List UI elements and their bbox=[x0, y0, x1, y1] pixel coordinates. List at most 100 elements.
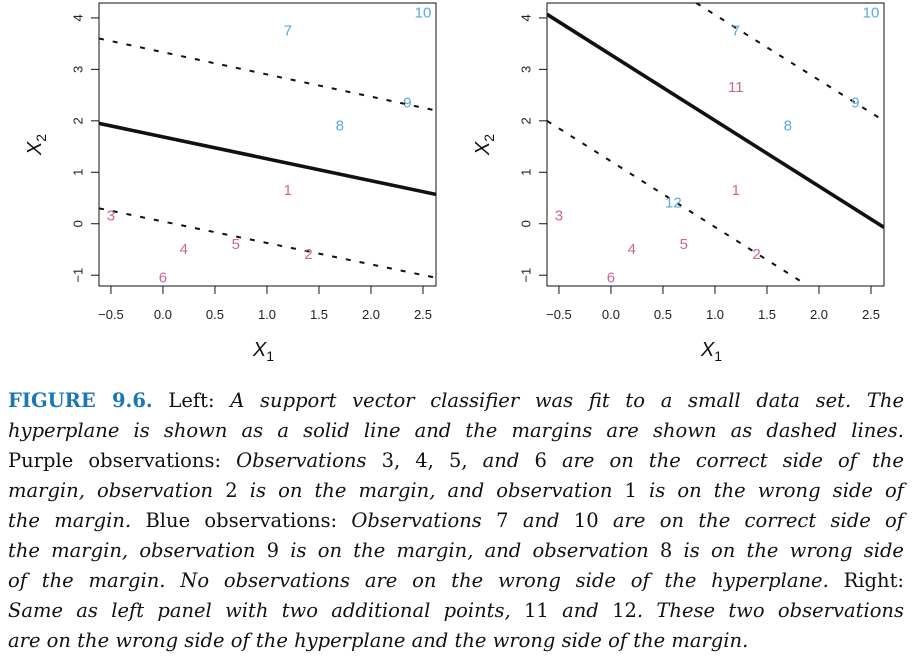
caption-text: 1 bbox=[624, 479, 650, 502]
observation-1: 1 bbox=[732, 182, 740, 199]
observation-6: 6 bbox=[159, 269, 167, 286]
observation-7: 7 bbox=[732, 22, 740, 39]
x-axis-label: X1 bbox=[700, 339, 722, 364]
caption-text: of the margin. No observations are on th… bbox=[8, 569, 829, 592]
observation-9: 9 bbox=[403, 94, 411, 111]
observation-10: 10 bbox=[415, 4, 432, 21]
caption-text: Same as left panel with two additional p… bbox=[8, 599, 524, 622]
caption-text: and bbox=[562, 599, 613, 622]
observation-4: 4 bbox=[628, 241, 636, 258]
observation-4: 4 bbox=[180, 241, 188, 258]
caption-line: Purple observations: Observations 3, 4, … bbox=[8, 446, 904, 476]
x-tick-label: 0.5 bbox=[654, 307, 672, 322]
hyperplane-line bbox=[99, 121, 436, 197]
caption-text: 3, 4, 5, bbox=[381, 449, 483, 472]
x-tick-label: 2.5 bbox=[414, 307, 432, 322]
y-tick-label: −1 bbox=[71, 268, 86, 283]
y-tick-label: −1 bbox=[519, 268, 534, 283]
caption-text: is on the margin, and observation bbox=[249, 479, 625, 502]
x-axis-label: X1 bbox=[252, 339, 274, 364]
observation-2: 2 bbox=[752, 246, 760, 263]
observation-11: 11 bbox=[728, 79, 744, 96]
caption-text: Observations bbox=[236, 449, 382, 472]
observation-9: 9 bbox=[851, 94, 859, 111]
caption-text: the margin, observation bbox=[8, 539, 267, 562]
caption-text: 8 bbox=[659, 539, 684, 562]
figure-number: FIGURE 9.6. bbox=[8, 389, 153, 412]
y-tick-label: 4 bbox=[71, 14, 86, 21]
caption-line: margin, observation 2 is on the margin, … bbox=[8, 476, 904, 506]
caption-text: are on the wrong side of the hyperplane … bbox=[8, 629, 749, 652]
observation-10: 10 bbox=[863, 4, 880, 21]
observation-6: 6 bbox=[607, 269, 615, 286]
x-tick-label: −0.5 bbox=[98, 307, 124, 322]
x-tick-label: 0.0 bbox=[602, 307, 620, 322]
caption-text: are on the correct side of the bbox=[561, 449, 904, 472]
observation-3: 3 bbox=[555, 208, 563, 225]
observation-5: 5 bbox=[680, 236, 688, 253]
caption-text: hyperplane is shown as a solid line and … bbox=[8, 419, 904, 442]
caption-line: Same as left panel with two additional p… bbox=[8, 596, 904, 626]
caption-text: A support vector classifier was fit to a… bbox=[230, 389, 904, 412]
caption-line: hyperplane is shown as a solid line and … bbox=[8, 416, 904, 446]
caption-text: is on the wrong side of bbox=[649, 479, 905, 502]
x-tick-label: 1.5 bbox=[310, 307, 328, 322]
plot-frame bbox=[546, 2, 885, 287]
panel-left: −0.5 0.0 0.5 1.0 1.5 2.0 2.5 −1 0 1 2 3 4 X1 X2 1 2 3 4 5 6 7… bbox=[24, 2, 437, 364]
x-tick-label: 0.5 bbox=[206, 307, 224, 322]
caption-text: Observations bbox=[351, 509, 497, 532]
y-tick-label: 2 bbox=[71, 117, 86, 124]
observation-8: 8 bbox=[784, 117, 792, 134]
y-tick-label: 1 bbox=[71, 169, 86, 176]
caption-line: are on the wrong side of the hyperplane … bbox=[8, 626, 904, 656]
observation-5: 5 bbox=[232, 236, 240, 253]
caption-text: . These two observations bbox=[636, 599, 904, 622]
x-tick-label: 1.0 bbox=[706, 307, 724, 322]
y-tick-label: 4 bbox=[519, 14, 534, 21]
observation-12: 12 bbox=[665, 195, 682, 212]
caption-text: 2 bbox=[225, 479, 250, 502]
x-tick-label: 0.0 bbox=[154, 307, 172, 322]
x-tick-label: 2.5 bbox=[862, 307, 880, 322]
y-tick-label: 3 bbox=[71, 66, 86, 73]
margin-lower-line bbox=[547, 119, 804, 284]
figure-caption: FIGURE 9.6. Left: A support vector class… bbox=[8, 386, 904, 656]
x-tick-label: 1.0 bbox=[258, 307, 276, 322]
caption-text: Right: bbox=[828, 569, 904, 592]
x-tick-label: 2.0 bbox=[810, 307, 828, 322]
hyperplane-line bbox=[547, 12, 884, 229]
x-tick-label: 2.0 bbox=[362, 307, 380, 322]
caption-line: FIGURE 9.6. Left: A support vector class… bbox=[8, 386, 904, 416]
caption-text: is on the wrong side bbox=[683, 539, 904, 562]
observation-8: 8 bbox=[336, 117, 344, 134]
caption-text: is on the margin, and observation bbox=[290, 539, 660, 562]
observation-7: 7 bbox=[284, 22, 292, 39]
margin-lower-line bbox=[99, 207, 436, 279]
y-tick-label: 0 bbox=[519, 220, 534, 227]
caption-text: 11 bbox=[523, 599, 563, 622]
caption-text: 12 bbox=[612, 599, 637, 622]
caption-line: the margin. Blue observations: Observati… bbox=[8, 506, 904, 536]
caption-text: and bbox=[522, 509, 574, 532]
y-axis-label: X2 bbox=[24, 134, 49, 156]
caption-text: 9 bbox=[266, 539, 291, 562]
caption-text: Purple observations: bbox=[8, 449, 237, 472]
caption-text: Left: bbox=[152, 389, 231, 412]
x-tick-label: −0.5 bbox=[546, 307, 572, 322]
y-tick-label: 3 bbox=[519, 66, 534, 73]
caption-text: 6 bbox=[534, 449, 562, 472]
y-tick-label: 0 bbox=[71, 220, 86, 227]
caption-line: the margin, observation 9 is on the marg… bbox=[8, 536, 904, 566]
y-tick-label: 1 bbox=[519, 169, 534, 176]
caption-line: of the margin. No observations are on th… bbox=[8, 566, 904, 596]
margin-upper-line bbox=[695, 3, 884, 122]
caption-text: 7 bbox=[496, 509, 523, 532]
y-axis-label: X2 bbox=[472, 134, 497, 156]
caption-text: 10 bbox=[573, 509, 613, 532]
margin-upper-line bbox=[99, 37, 436, 112]
observation-1: 1 bbox=[284, 182, 292, 199]
observation-2: 2 bbox=[304, 246, 312, 263]
caption-text: margin, observation bbox=[8, 479, 226, 502]
